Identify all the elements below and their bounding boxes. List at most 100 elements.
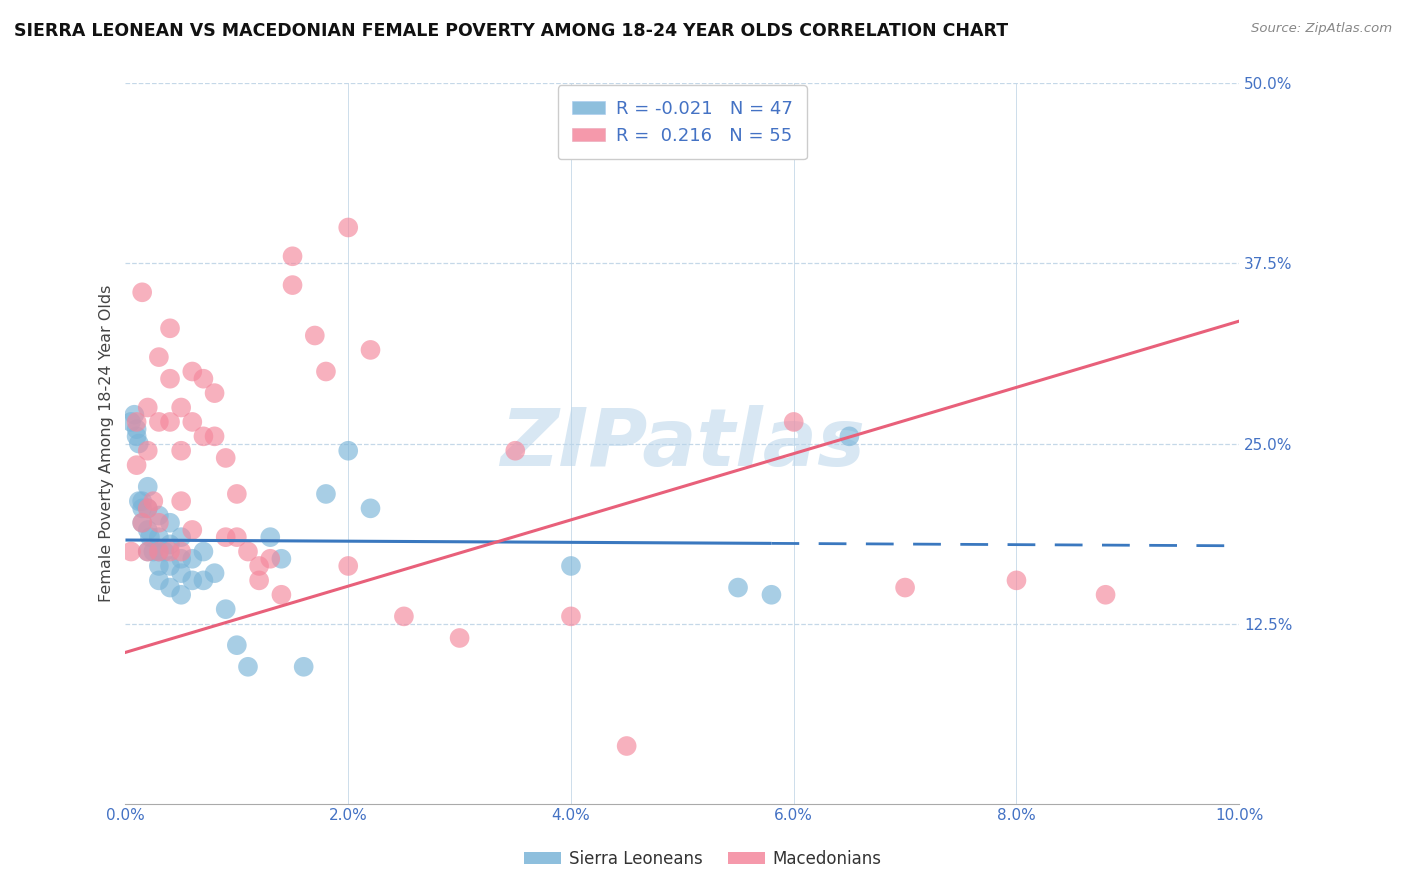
Point — [136, 480, 159, 494]
Point — [181, 523, 204, 537]
Point — [142, 494, 165, 508]
Point — [170, 544, 193, 558]
Point — [159, 581, 181, 595]
Point — [204, 386, 226, 401]
Point — [148, 415, 170, 429]
Point — [131, 285, 153, 300]
Point — [783, 415, 806, 429]
Point — [159, 558, 181, 573]
Point — [315, 364, 337, 378]
Point — [671, 112, 693, 127]
Point — [159, 415, 181, 429]
Point — [142, 544, 165, 558]
Point — [120, 544, 142, 558]
Point — [337, 443, 360, 458]
Point — [616, 739, 638, 753]
Text: Source: ZipAtlas.com: Source: ZipAtlas.com — [1251, 22, 1392, 36]
Point — [193, 372, 215, 386]
Point — [193, 544, 215, 558]
Point — [247, 558, 270, 573]
Point — [215, 530, 238, 544]
Point — [131, 516, 153, 530]
Point — [259, 530, 281, 544]
Point — [170, 443, 193, 458]
Point — [148, 558, 170, 573]
Point — [125, 422, 148, 436]
Point — [170, 530, 193, 544]
Point — [170, 551, 193, 566]
Point — [360, 501, 382, 516]
Point — [204, 429, 226, 443]
Point — [131, 516, 153, 530]
Point — [159, 516, 181, 530]
Point — [148, 508, 170, 523]
Point — [259, 551, 281, 566]
Point — [136, 544, 159, 558]
Point — [281, 249, 304, 263]
Point — [204, 566, 226, 581]
Point — [159, 537, 181, 551]
Point — [136, 544, 159, 558]
Point — [170, 401, 193, 415]
Point — [148, 350, 170, 364]
Point — [136, 443, 159, 458]
Point — [225, 530, 247, 544]
Text: ZIPatlas: ZIPatlas — [501, 405, 865, 483]
Point — [270, 588, 292, 602]
Point — [1094, 588, 1116, 602]
Point — [148, 516, 170, 530]
Point — [124, 408, 146, 422]
Point — [247, 574, 270, 588]
Point — [292, 660, 315, 674]
Point — [170, 566, 193, 581]
Point — [270, 551, 292, 566]
Point — [193, 574, 215, 588]
Point — [894, 581, 917, 595]
Point — [449, 631, 471, 645]
Point — [181, 574, 204, 588]
Point — [131, 494, 153, 508]
Point — [181, 364, 204, 378]
Point — [136, 501, 159, 516]
Point — [236, 660, 259, 674]
Point — [503, 443, 526, 458]
Point — [159, 544, 181, 558]
Point — [148, 544, 170, 558]
Point — [120, 415, 142, 429]
Point — [136, 501, 159, 516]
Point — [761, 588, 783, 602]
Point — [838, 429, 860, 443]
Point — [148, 574, 170, 588]
Point — [337, 558, 360, 573]
Point — [159, 321, 181, 335]
Point — [360, 343, 382, 357]
Point — [136, 401, 159, 415]
Point — [148, 530, 170, 544]
Legend: R = -0.021   N = 47, R =  0.216   N = 55: R = -0.021 N = 47, R = 0.216 N = 55 — [558, 86, 807, 159]
Point — [193, 429, 215, 443]
Point — [170, 588, 193, 602]
Point — [125, 429, 148, 443]
Point — [392, 609, 415, 624]
Point — [225, 638, 247, 652]
Point — [215, 602, 238, 616]
Point — [304, 328, 326, 343]
Point — [1005, 574, 1028, 588]
Point — [181, 415, 204, 429]
Point — [236, 544, 259, 558]
Point — [225, 487, 247, 501]
Point — [560, 558, 582, 573]
Point — [281, 278, 304, 293]
Point — [128, 494, 150, 508]
Text: SIERRA LEONEAN VS MACEDONIAN FEMALE POVERTY AMONG 18-24 YEAR OLDS CORRELATION CH: SIERRA LEONEAN VS MACEDONIAN FEMALE POVE… — [14, 22, 1008, 40]
Point — [215, 450, 238, 465]
Point — [128, 436, 150, 450]
Point — [125, 458, 148, 472]
Point — [560, 609, 582, 624]
Point — [153, 544, 176, 558]
Y-axis label: Female Poverty Among 18-24 Year Olds: Female Poverty Among 18-24 Year Olds — [100, 285, 114, 602]
Point — [337, 220, 360, 235]
Legend: Sierra Leoneans, Macedonians: Sierra Leoneans, Macedonians — [517, 844, 889, 875]
Point — [170, 494, 193, 508]
Point — [315, 487, 337, 501]
